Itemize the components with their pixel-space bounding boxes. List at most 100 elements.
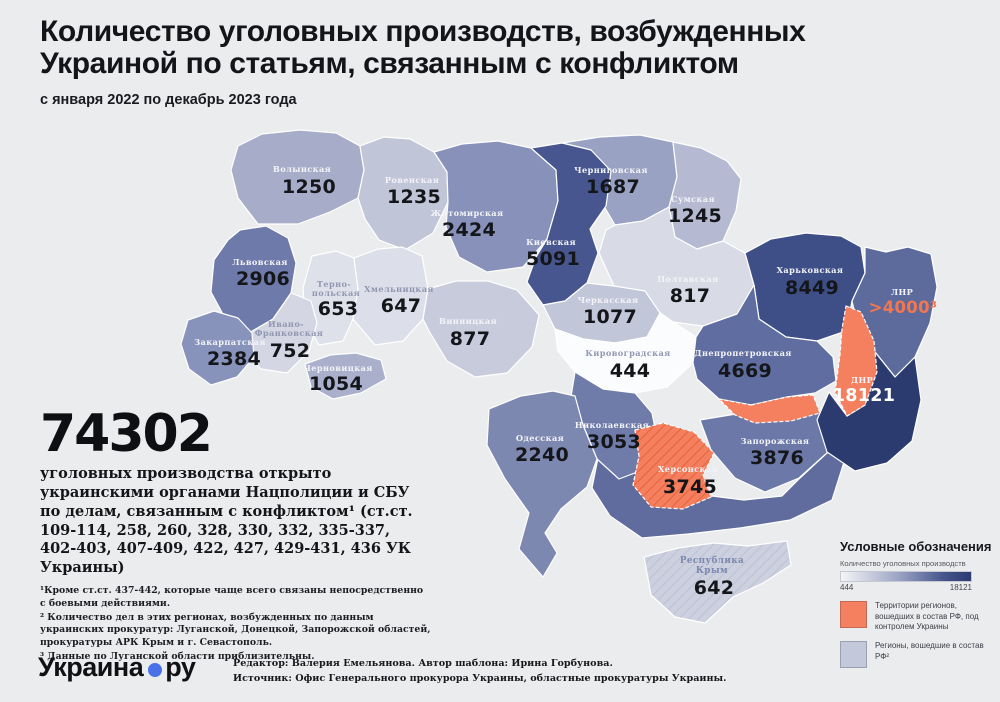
- region-shape-vinnytska: [422, 280, 540, 378]
- svg-text:Черновицкая: Черновицкая: [303, 363, 372, 373]
- region-label-khmelnytska: Хмельницкая 647: [364, 284, 433, 317]
- svg-text:1245: 1245: [668, 205, 722, 227]
- footnotes: ¹Кроме ст.ст. 437-442, которые чаще всег…: [40, 585, 432, 665]
- brand-logo: Украина ру: [38, 652, 196, 683]
- svg-text:1250: 1250: [282, 176, 336, 198]
- svg-text:Ровенская: Ровенская: [385, 175, 439, 185]
- legend-scale-label: Количество уголовных производств: [840, 559, 966, 569]
- footnote-3: ³ Данные по Луганской области приблизите…: [40, 651, 315, 663]
- footnote-2: ² Количество дел в этих регионах, возбуж…: [40, 611, 431, 649]
- svg-text:Винницкая: Винницкая: [439, 316, 497, 326]
- svg-text:Сумская: Сумская: [671, 194, 715, 204]
- svg-text:Терно-: Терно-: [317, 279, 351, 289]
- svg-text:4669: 4669: [718, 360, 772, 382]
- svg-text:Запорожская: Запорожская: [741, 436, 810, 446]
- svg-text:1687: 1687: [586, 176, 640, 198]
- svg-text:Полтавская: Полтавская: [657, 274, 718, 284]
- region-label-kyivska: Киевская 5091: [526, 237, 580, 270]
- svg-text:5091: 5091: [526, 248, 580, 270]
- region-shape-chernivetska: [304, 352, 387, 400]
- svg-text:Херсонская: Херсонская: [658, 464, 718, 474]
- region-shapes: [180, 129, 938, 624]
- total-stat: 74302 уголовных производства открыто укр…: [40, 408, 422, 578]
- region-shape-crimea: [643, 540, 792, 624]
- region-label-odeska: Одесская 2240: [515, 433, 569, 466]
- header: Количество уголовных производств, возбуж…: [40, 15, 950, 108]
- region-label-vinnytska: Винницкая 877: [439, 316, 497, 350]
- region-shape-zhytomyrska: [433, 140, 559, 273]
- region-label-kirovohradska: Кировоградская 444: [585, 348, 670, 382]
- svg-text:Закарпатская: Закарпатская: [194, 337, 266, 347]
- credits: Редактор: Валерия Емельянова. Автор шабл…: [233, 657, 727, 687]
- svg-text:3876: 3876: [750, 447, 804, 469]
- total-stat-number: 74302: [40, 404, 213, 464]
- svg-text:Львовская: Львовская: [232, 257, 288, 267]
- svg-text:1054: 1054: [309, 373, 363, 395]
- svg-text:2240: 2240: [515, 444, 569, 466]
- svg-text:польская: польская: [312, 288, 360, 298]
- region-label-zhytomyrska: Житомирская 2424: [431, 208, 504, 241]
- territory-strip-zaporizhzhia-north: [718, 394, 821, 424]
- svg-text:3053: 3053: [587, 431, 641, 453]
- legend-swatch-gray: [840, 641, 867, 669]
- logo-dot-icon: [148, 662, 163, 677]
- svg-text:752: 752: [270, 340, 311, 362]
- svg-text:Черниговская: Черниговская: [574, 165, 648, 175]
- region-label-lnr: ЛНР >4000³: [869, 287, 937, 317]
- legend-scale-max: 18121: [949, 583, 972, 593]
- region-shape-khersonska: [632, 422, 715, 510]
- svg-text:18121: 18121: [833, 386, 895, 406]
- svg-text:2384: 2384: [207, 348, 261, 370]
- logo-text-ukraina: Украина: [38, 652, 144, 682]
- svg-text:1235: 1235: [387, 186, 441, 208]
- legend-item-controlled: Территории регионов, вошедших в состав Р…: [840, 601, 992, 632]
- region-label-cherkaska: Черкасская 1077: [578, 295, 639, 328]
- region-label-ternopilska: Терно- польская 653: [312, 279, 360, 320]
- svg-text:Киевская: Киевская: [526, 237, 576, 247]
- region-shape-zakarpatska: [180, 310, 255, 386]
- legend-gradient-bar: [840, 571, 972, 583]
- region-label-dnipropetrovska: Днепропетровская 4669: [694, 348, 791, 382]
- region-label-mykolaivska: Николаевская 3053: [575, 420, 649, 453]
- region-label-zakarpatska: Закарпатская 2384: [194, 337, 266, 370]
- page-title: Количество уголовных производств, возбуж…: [40, 15, 950, 81]
- legend-title: Условные обозначения: [840, 539, 992, 554]
- region-label-khersonska: Херсонская 3745: [658, 464, 718, 498]
- region-label-sumska: Сумская 1245: [668, 194, 722, 227]
- page-title-line2: Украиной по статьям, связанным с конфлик…: [40, 47, 739, 81]
- legend-scale-min: 444: [840, 583, 854, 593]
- region-labels: Волынская 1250 Ровенская 1235 Житомирска…: [194, 164, 937, 599]
- svg-text:Крым: Крым: [696, 566, 728, 576]
- legend-item-controlled-label: Территории регионов, вошедших в состав Р…: [875, 601, 979, 632]
- svg-text:647: 647: [381, 295, 422, 317]
- region-shape-rovenska: [357, 136, 449, 251]
- svg-text:Ивано-: Ивано-: [268, 319, 304, 329]
- legend-scale-ends: 444 18121: [840, 583, 972, 592]
- region-label-chernihivska: Черниговская 1687: [574, 165, 648, 198]
- svg-text:877: 877: [450, 328, 491, 350]
- region-label-volynska: Волынская 1250: [273, 164, 336, 198]
- credits-source: Источник: Офис Генерального прокурора Ук…: [233, 672, 727, 684]
- svg-text:Франковская: Франковская: [255, 328, 324, 338]
- svg-text:Волынская: Волынская: [273, 164, 331, 174]
- svg-text:Николаевская: Николаевская: [575, 420, 649, 430]
- svg-text:Черкасская: Черкасская: [578, 295, 639, 305]
- region-label-zaporizka: Запорожская 3876: [741, 436, 810, 469]
- svg-text:Харьковская: Харьковская: [777, 265, 844, 275]
- svg-text:444: 444: [610, 360, 651, 382]
- svg-text:Кировоградская: Кировоградская: [585, 348, 670, 358]
- total-stat-description: уголовных производства открыто украински…: [40, 465, 413, 577]
- region-shape-dnipropetrovska: [692, 284, 837, 406]
- svg-text:Житомирская: Житомирская: [431, 208, 504, 218]
- svg-text:642: 642: [694, 577, 735, 599]
- legend-item-annexed-label: Регионы, вошедшие в состав РФ²: [875, 641, 984, 661]
- svg-text:Одесская: Одесская: [516, 433, 564, 443]
- territory-strip-kharkiv-luhansk: [834, 305, 878, 417]
- region-label-ivano-frankivska: Ивано- Франковская 752: [255, 319, 324, 362]
- region-label-lvivska: Львовская 2906: [232, 257, 289, 290]
- credits-editor: Редактор: Валерия Емельянова. Автор шабл…: [233, 658, 613, 669]
- page-subtitle: с января 2022 по декабрь 2023 года: [40, 91, 297, 108]
- region-label-rovenska: Ровенская 1235: [385, 175, 441, 208]
- region-label-poltavska: Полтавская 817: [657, 274, 718, 307]
- region-shape-odeska: [486, 390, 598, 578]
